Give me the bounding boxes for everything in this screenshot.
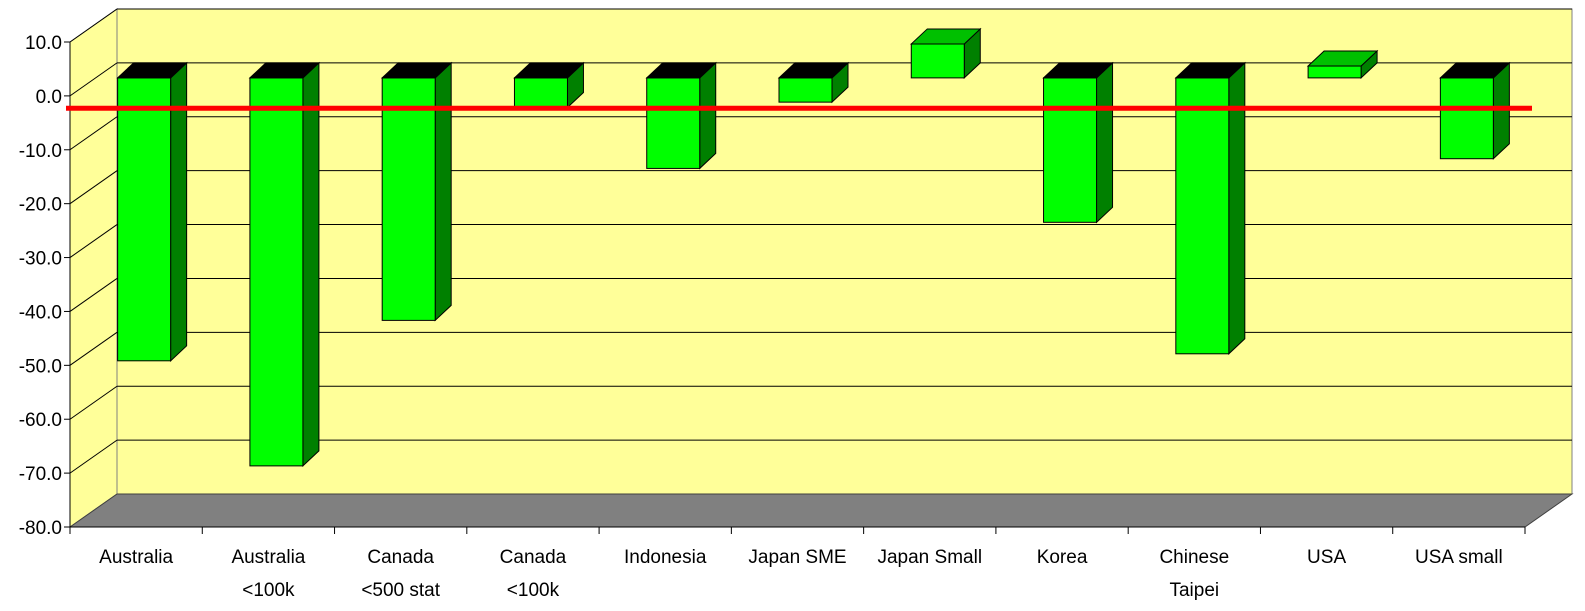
y-tick-label: -20.0 bbox=[19, 195, 62, 216]
bar-top bbox=[777, 62, 850, 79]
y-tick-label: 10.0 bbox=[25, 33, 62, 54]
x-category-label-line: Australia bbox=[99, 547, 173, 568]
x-category-label: Japan SME bbox=[748, 547, 846, 568]
bar-front bbox=[249, 77, 304, 467]
x-category-label-line: Indonesia bbox=[624, 547, 707, 568]
x-category-label: Canada <500 stat bbox=[361, 547, 440, 601]
x-category-label: Australia <100k bbox=[231, 547, 305, 601]
bar-front bbox=[646, 77, 701, 169]
x-category-label-line: Chinese bbox=[1159, 547, 1229, 568]
y-tick-label: -40.0 bbox=[19, 302, 62, 323]
bar-side bbox=[434, 61, 452, 322]
x-category-label-line: Taipei bbox=[1169, 580, 1219, 601]
x-category-label-line: Japan SME bbox=[748, 547, 846, 568]
x-category-label-line: Japan Small bbox=[877, 547, 982, 568]
gridline-side bbox=[69, 331, 118, 366]
bar bbox=[1174, 61, 1247, 355]
bar bbox=[380, 61, 453, 322]
gridline-side bbox=[69, 224, 118, 258]
gridline-side bbox=[69, 116, 118, 151]
y-tick-label: -50.0 bbox=[19, 356, 62, 377]
x-category-label: Japan Small bbox=[877, 547, 982, 568]
bar-side bbox=[1492, 61, 1510, 160]
bar-side bbox=[1096, 61, 1114, 224]
bars bbox=[116, 27, 1511, 468]
bar-top bbox=[116, 62, 188, 79]
y-tick-label: -10.0 bbox=[19, 141, 62, 162]
bar bbox=[1042, 61, 1114, 224]
bar-top bbox=[910, 28, 982, 45]
bar-top bbox=[1439, 62, 1511, 79]
y-tick-labels: 10.0 0.0 -10.0 -20.0 -30.0 -40.0 -50.0 -60.0 -70… bbox=[19, 33, 62, 539]
x-category-label: USA small bbox=[1415, 547, 1503, 568]
bar-top bbox=[1306, 50, 1379, 67]
bar-front bbox=[778, 77, 833, 103]
x-category-label-line: <500 stat bbox=[361, 580, 440, 601]
x-category-label: Chinese Taipei bbox=[1159, 547, 1229, 601]
bar-top bbox=[1174, 62, 1247, 79]
bar-top bbox=[380, 62, 453, 79]
gridline-side bbox=[69, 62, 118, 97]
x-category-label-line: <100k bbox=[507, 580, 560, 601]
bar-front bbox=[1175, 77, 1230, 355]
gridline-side bbox=[69, 8, 118, 43]
y-tick-label: -30.0 bbox=[19, 249, 62, 270]
bar-front bbox=[117, 77, 172, 362]
y-tick-label: -60.0 bbox=[19, 410, 62, 431]
floor bbox=[68, 493, 1574, 528]
side-wall bbox=[69, 8, 118, 528]
bar-front bbox=[381, 77, 436, 321]
bar-side bbox=[699, 61, 717, 170]
bar-front bbox=[1307, 65, 1362, 79]
gridline-side bbox=[69, 385, 118, 420]
bar-side bbox=[302, 61, 320, 468]
bar bbox=[248, 61, 321, 468]
x-category-label-line: USA bbox=[1307, 547, 1346, 568]
bar-top bbox=[1042, 62, 1114, 79]
x-category-label: Canada <100k bbox=[500, 547, 567, 601]
gridline-side bbox=[69, 278, 118, 312]
bar bbox=[1306, 49, 1379, 80]
bar bbox=[777, 61, 850, 104]
x-category-label-line: Australia bbox=[231, 547, 305, 568]
gridline-side bbox=[69, 439, 118, 474]
bar bbox=[910, 27, 982, 80]
y-tick-label: -70.0 bbox=[19, 464, 62, 485]
bar-top bbox=[513, 62, 585, 79]
x-category-label: Indonesia bbox=[624, 547, 707, 568]
axes bbox=[64, 41, 1526, 534]
bar bbox=[1439, 61, 1511, 160]
bar-front bbox=[1043, 77, 1098, 223]
bar-top bbox=[645, 62, 717, 79]
y-tick-label: -80.0 bbox=[19, 518, 62, 539]
x-category-label: USA bbox=[1307, 547, 1346, 568]
bar-top bbox=[248, 62, 321, 79]
x-category-label-line: Canada bbox=[367, 547, 434, 568]
bar bbox=[513, 61, 585, 109]
x-category-label-line: Canada bbox=[500, 547, 567, 568]
x-category-label: Australia bbox=[99, 547, 173, 568]
y-tick-label: 0.0 bbox=[36, 87, 62, 108]
gridline-side bbox=[69, 170, 118, 205]
bar-front bbox=[1439, 77, 1494, 160]
x-category-label: Korea bbox=[1037, 547, 1088, 568]
bar bbox=[116, 61, 188, 362]
bar bbox=[645, 61, 717, 170]
x-category-label-line: Korea bbox=[1037, 547, 1088, 568]
bar-front bbox=[513, 77, 568, 109]
bar-front bbox=[910, 43, 965, 79]
x-category-label-line: USA small bbox=[1415, 547, 1503, 568]
x-category-label-line: <100k bbox=[242, 580, 295, 601]
